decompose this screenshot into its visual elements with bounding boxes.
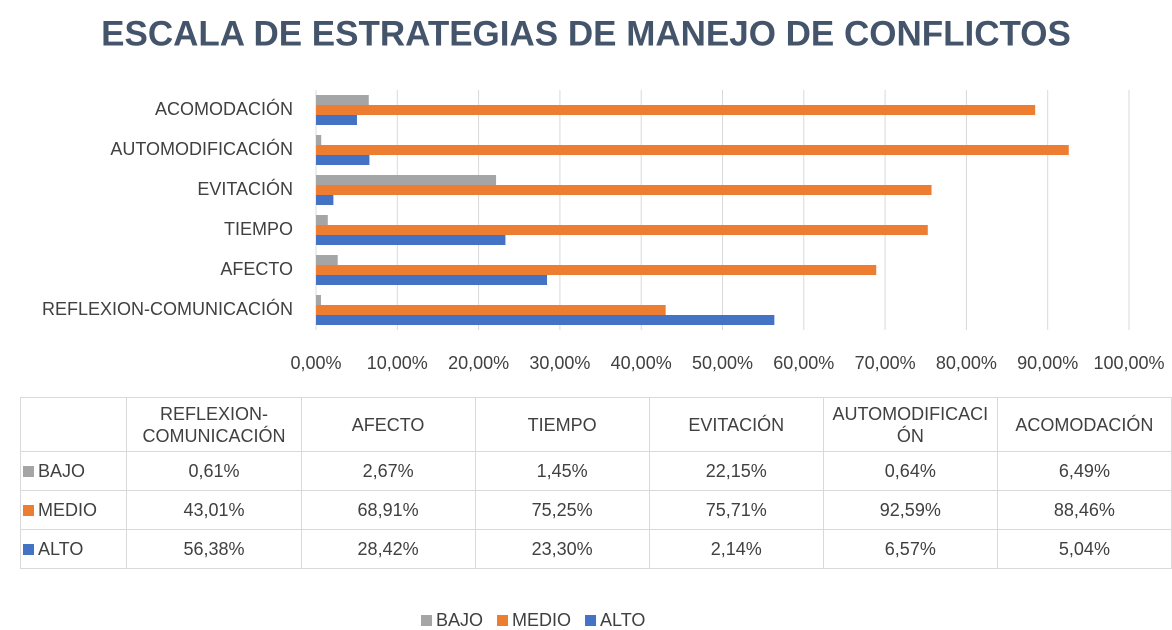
table-value-cell: 56,38% xyxy=(126,529,302,569)
table-value-cell: 6,49% xyxy=(996,451,1172,491)
bar xyxy=(316,315,775,325)
y-tick-label: EVITACIÓN xyxy=(197,178,293,199)
table-value-cell: 0,61% xyxy=(126,451,302,491)
legend-label: MEDIO xyxy=(512,610,571,630)
table-value-cell: 23,30% xyxy=(474,529,650,569)
table-header-row: REFLEXION-COMUNICACIÓN AFECTO TIEMPO EVITAC… xyxy=(19,397,1172,452)
table-value-cell: 2,67% xyxy=(300,451,476,491)
x-tick-label: 0,00% xyxy=(290,353,341,373)
table-value-cell: 88,46% xyxy=(996,490,1172,530)
x-tick-label: 100,00% xyxy=(1093,353,1164,373)
y-tick-label: AUTOMODIFICACIÓN xyxy=(110,138,293,159)
x-tick-label: 90,00% xyxy=(1017,353,1078,373)
table-value-cell: 68,91% xyxy=(300,490,476,530)
table-series-cell: BAJO xyxy=(19,451,128,491)
bar xyxy=(316,275,548,285)
bar xyxy=(316,295,321,305)
bar xyxy=(316,255,338,265)
bar xyxy=(316,155,370,165)
y-tick-label: REFLEXION-COMUNICACIÓN xyxy=(42,298,293,319)
table-value-cell: 28,42% xyxy=(300,529,476,569)
legend-swatch xyxy=(421,615,432,626)
table-value-cell: 0,64% xyxy=(822,451,998,491)
bar xyxy=(316,265,877,275)
bar xyxy=(316,105,1036,115)
x-tick-label: 50,00% xyxy=(692,353,753,373)
x-tick-label: 20,00% xyxy=(448,353,509,373)
table-corner xyxy=(19,397,128,452)
y-tick-label: ACOMODACIÓN xyxy=(155,98,293,119)
x-tick-label: 10,00% xyxy=(367,353,428,373)
bar xyxy=(316,225,928,235)
table-header-cell: TIEMPO xyxy=(474,397,650,452)
series-name: ALTO xyxy=(38,539,84,559)
table-value-cell: 75,25% xyxy=(474,490,650,530)
legend-label: ALTO xyxy=(600,610,645,630)
legend-swatch xyxy=(23,505,34,516)
x-tick-label: 70,00% xyxy=(855,353,916,373)
x-tick-label: 40,00% xyxy=(611,353,672,373)
table-series-cell: MEDIO xyxy=(19,490,128,530)
legend-swatch xyxy=(497,615,509,626)
legend-swatch xyxy=(585,615,597,626)
y-tick-label: AFECTO xyxy=(220,259,293,279)
legend-swatch xyxy=(23,544,34,555)
table-header-cell: REFLEXION-COMUNICACIÓN xyxy=(126,397,302,452)
chart-title: ESCALA DE ESTRATEGIAS DE MANEJO DE CONFL… xyxy=(101,14,1071,53)
data-table: REFLEXION-COMUNICACIÓN AFECTO TIEMPO EVITAC… xyxy=(19,397,1172,569)
table-value-cell: 43,01% xyxy=(126,490,302,530)
table-header-cell: ACOMODACIÓN xyxy=(996,397,1172,452)
bar xyxy=(316,145,1069,155)
bar xyxy=(316,175,497,185)
table-header-cell: AFECTO xyxy=(300,397,476,452)
x-tick-label: 60,00% xyxy=(773,353,834,373)
legend-swatch xyxy=(23,466,34,477)
x-tick-label: 30,00% xyxy=(529,353,590,373)
table-value-cell: 22,15% xyxy=(648,451,824,491)
bar xyxy=(316,185,932,195)
table-row: BAJO 0,61% 2,67% 1,45% 22,15% 0,64% 6,49% xyxy=(19,451,1172,491)
bar xyxy=(316,235,506,245)
table-header-cell: AUTOMODIFICACIÓN xyxy=(822,397,998,452)
bar xyxy=(316,135,322,145)
x-tick-label: 80,00% xyxy=(936,353,997,373)
bar xyxy=(316,195,334,205)
bar xyxy=(316,305,666,315)
table-value-cell: 5,04% xyxy=(996,529,1172,569)
table-value-cell: 75,71% xyxy=(648,490,824,530)
table-header-cell: EVITACIÓN xyxy=(648,397,824,452)
series-name: MEDIO xyxy=(38,500,98,520)
table-series-cell: ALTO xyxy=(19,529,128,569)
y-tick-label: TIEMPO xyxy=(224,219,293,239)
series-name: BAJO xyxy=(38,461,86,481)
bar xyxy=(316,115,357,125)
table-value-cell: 1,45% xyxy=(474,451,650,491)
table-row: MEDIO 43,01% 68,91% 75,25% 75,71% 92,59% 88,46… xyxy=(19,490,1172,530)
table-value-cell: 6,57% xyxy=(822,529,998,569)
bar xyxy=(316,215,328,225)
legend-label: BAJO xyxy=(436,610,483,630)
bar xyxy=(316,95,369,105)
table-row: ALTO 56,38% 28,42% 23,30% 2,14% 6,57% 5,04% xyxy=(19,529,1172,569)
table-value-cell: 2,14% xyxy=(648,529,824,569)
table-value-cell: 92,59% xyxy=(822,490,998,530)
